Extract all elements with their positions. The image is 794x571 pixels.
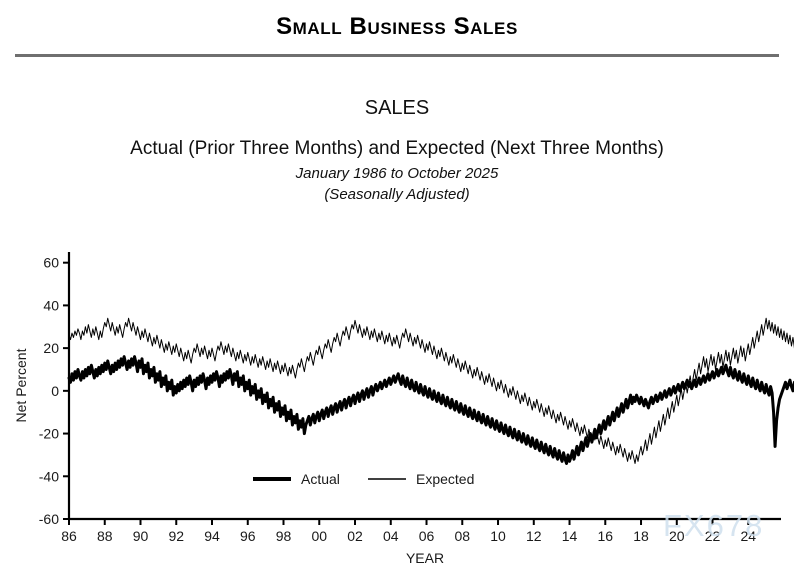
x-tick-label: 24 (740, 528, 756, 544)
x-tick-label: 06 (419, 528, 435, 544)
x-tick-label: 16 (597, 528, 613, 544)
x-tick-label: 04 (383, 528, 399, 544)
x-tick-label: 90 (133, 528, 149, 544)
y-tick-label: -40 (39, 468, 59, 484)
chart-adjustment-note: (Seasonally Adjusted) (324, 186, 470, 203)
x-tick-label: 20 (669, 528, 685, 544)
x-tick-label: 08 (454, 528, 470, 544)
x-tick-label: 22 (705, 528, 721, 544)
x-tick-label: 86 (61, 528, 77, 544)
x-tick-label: 00 (311, 528, 327, 544)
y-tick-label: -20 (39, 426, 59, 442)
chart-series (67, 317, 794, 465)
x-axis-title: YEAR (406, 550, 444, 566)
y-tick-label: 60 (43, 255, 59, 271)
chart-period: January 1986 to October 2025 (295, 165, 499, 182)
page-title: Small Business Sales (276, 13, 518, 40)
chart-subtitle: Actual (Prior Three Months) and Expected… (130, 138, 664, 159)
x-tick-label: 10 (490, 528, 506, 544)
x-tick-label: 94 (204, 528, 220, 544)
page-header: Small Business Sales (0, 0, 794, 60)
x-tick-label: 98 (276, 528, 292, 544)
y-tick-label: 40 (43, 297, 59, 313)
y-tick-label: -60 (39, 511, 59, 527)
y-axis-title: Net Percent (13, 348, 29, 422)
legend-label-expected: Expected (416, 471, 474, 487)
x-tick-label: 88 (97, 528, 113, 544)
x-tick-label: 92 (168, 528, 184, 544)
chart-title: SALES (364, 97, 430, 119)
chart-legend: Actual Expected (253, 471, 474, 487)
y-tick-label: 0 (51, 383, 59, 399)
x-tick-label: 96 (240, 528, 256, 544)
x-tick-label: 18 (633, 528, 649, 544)
header-divider (15, 54, 779, 57)
series-line-actual (67, 355, 794, 465)
series-line-expected (68, 317, 794, 464)
x-tick-label: 02 (347, 528, 363, 544)
x-tick-label: 12 (526, 528, 542, 544)
x-tick-label: 14 (562, 528, 578, 544)
legend-label-actual: Actual (301, 471, 340, 487)
y-tick-label: 20 (43, 340, 59, 356)
